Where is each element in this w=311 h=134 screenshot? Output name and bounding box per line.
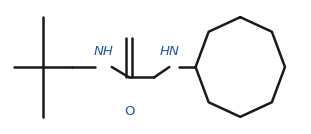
Text: O: O xyxy=(124,105,135,118)
Text: HN: HN xyxy=(160,45,179,58)
Text: NH: NH xyxy=(94,45,114,58)
